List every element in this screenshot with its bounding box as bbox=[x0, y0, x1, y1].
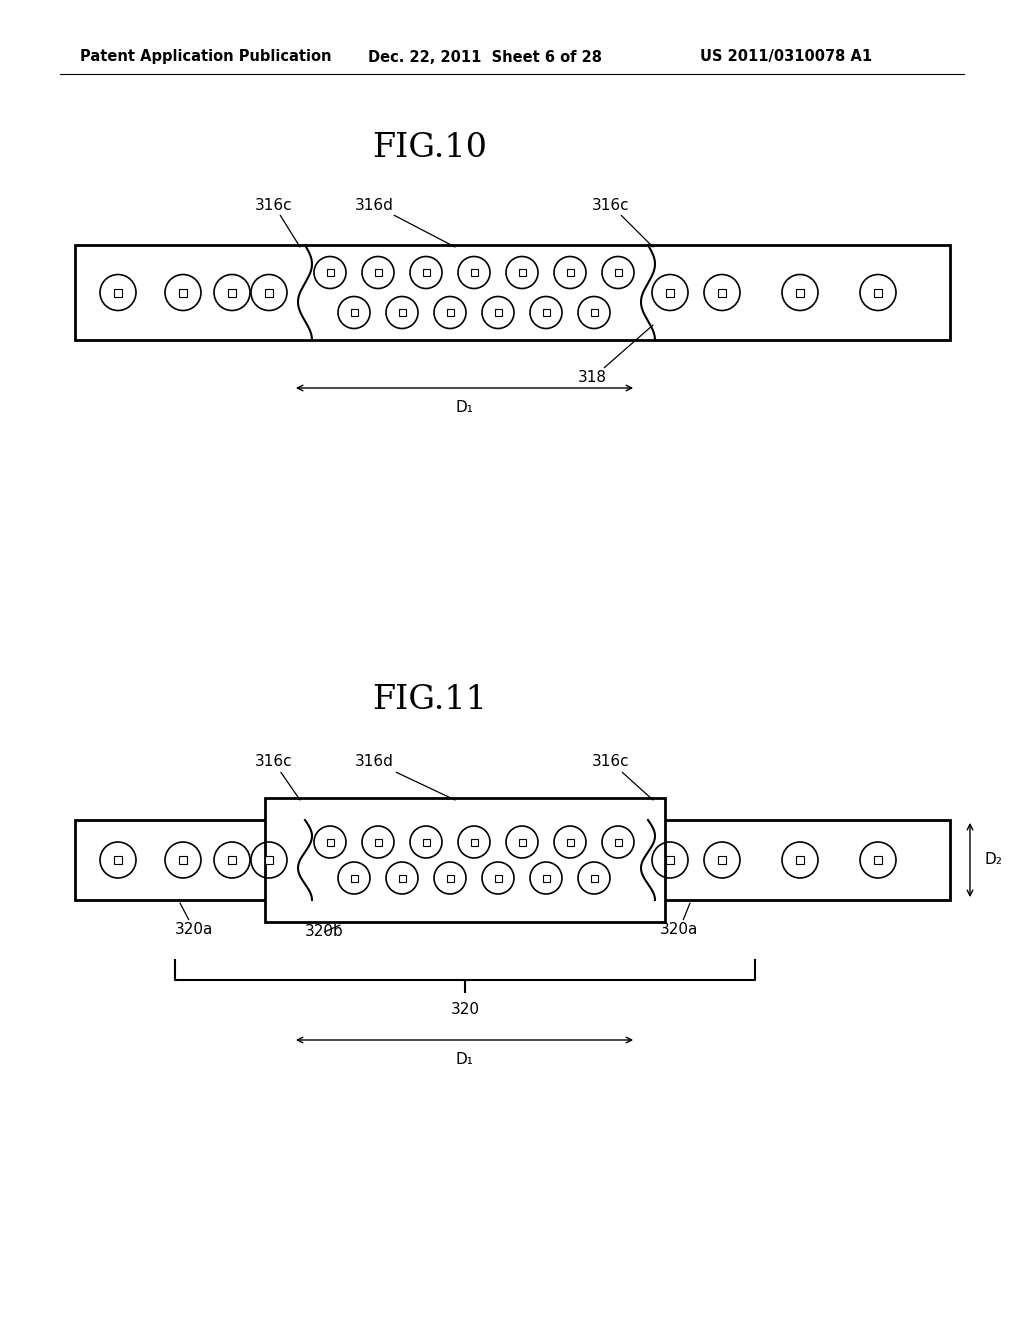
Text: D₁: D₁ bbox=[456, 1052, 473, 1068]
Bar bbox=[566, 269, 573, 276]
Bar bbox=[518, 838, 525, 846]
Text: D₁: D₁ bbox=[456, 400, 473, 416]
Bar bbox=[179, 289, 187, 297]
Text: Patent Application Publication: Patent Application Publication bbox=[80, 49, 332, 65]
Text: 318: 318 bbox=[578, 325, 653, 385]
Bar bbox=[375, 838, 382, 846]
Bar bbox=[543, 309, 550, 315]
Text: FIG.10: FIG.10 bbox=[373, 132, 487, 164]
Bar bbox=[327, 838, 334, 846]
Bar bbox=[179, 855, 187, 865]
Text: 316c: 316c bbox=[255, 198, 300, 247]
Bar bbox=[398, 874, 406, 882]
Bar bbox=[566, 838, 573, 846]
Bar bbox=[327, 269, 334, 276]
Text: Dec. 22, 2011  Sheet 6 of 28: Dec. 22, 2011 Sheet 6 of 28 bbox=[368, 49, 602, 65]
Text: US 2011/0310078 A1: US 2011/0310078 A1 bbox=[700, 49, 872, 65]
Bar bbox=[591, 874, 597, 882]
Bar bbox=[874, 289, 882, 297]
Bar bbox=[114, 289, 122, 297]
Bar bbox=[614, 838, 622, 846]
Bar bbox=[398, 309, 406, 315]
Text: 316d: 316d bbox=[355, 198, 455, 247]
Bar bbox=[114, 855, 122, 865]
Bar bbox=[614, 269, 622, 276]
Bar bbox=[543, 874, 550, 882]
Text: 316c: 316c bbox=[592, 198, 653, 247]
Bar bbox=[518, 269, 525, 276]
Text: D₂: D₂ bbox=[984, 853, 1001, 867]
Bar bbox=[423, 838, 429, 846]
Bar bbox=[495, 309, 502, 315]
Text: 320a: 320a bbox=[660, 903, 698, 937]
Text: FIG.11: FIG.11 bbox=[373, 684, 487, 715]
Bar bbox=[718, 855, 726, 865]
Bar bbox=[228, 855, 236, 865]
Bar bbox=[796, 855, 804, 865]
Text: 316d: 316d bbox=[355, 755, 455, 800]
Bar bbox=[874, 855, 882, 865]
Bar bbox=[718, 289, 726, 297]
Text: 316c: 316c bbox=[255, 755, 300, 800]
Bar bbox=[495, 874, 502, 882]
Bar bbox=[470, 269, 477, 276]
Bar bbox=[350, 874, 357, 882]
Bar bbox=[75, 820, 950, 900]
Bar bbox=[666, 855, 674, 865]
Text: 320a: 320a bbox=[175, 903, 213, 937]
Bar bbox=[350, 309, 357, 315]
Bar bbox=[446, 874, 454, 882]
Bar bbox=[265, 289, 273, 297]
Text: 316c: 316c bbox=[592, 755, 653, 800]
Bar bbox=[796, 289, 804, 297]
Bar bbox=[228, 289, 236, 297]
Text: 320b: 320b bbox=[305, 924, 344, 940]
Bar bbox=[265, 799, 665, 921]
Bar bbox=[265, 855, 273, 865]
Bar bbox=[666, 289, 674, 297]
Bar bbox=[75, 246, 950, 341]
Bar bbox=[446, 309, 454, 315]
Bar bbox=[375, 269, 382, 276]
Text: 320: 320 bbox=[451, 1002, 479, 1018]
Bar bbox=[591, 309, 597, 315]
Bar bbox=[423, 269, 429, 276]
Bar bbox=[470, 838, 477, 846]
